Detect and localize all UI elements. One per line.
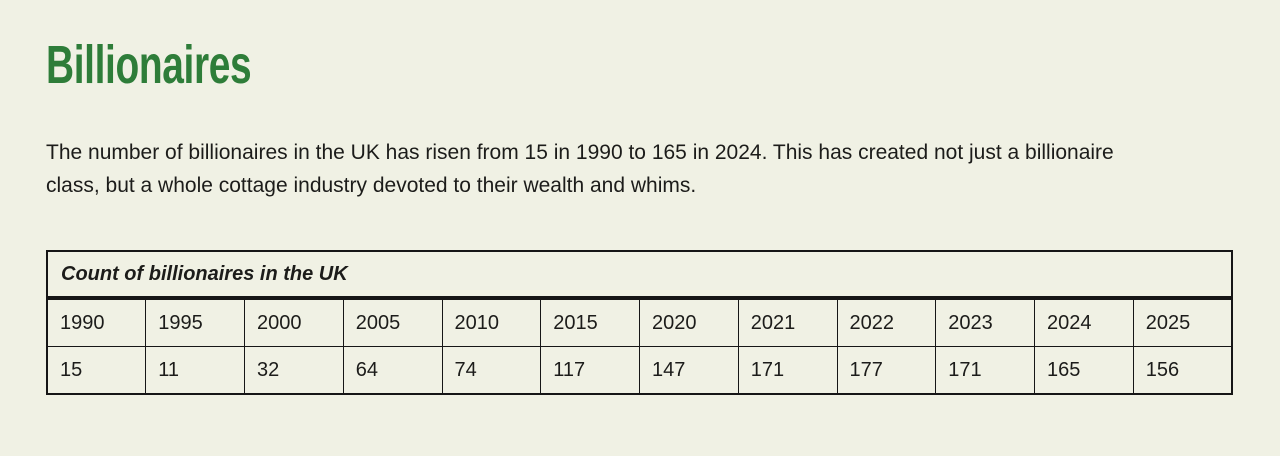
count-cell: 11: [145, 346, 245, 395]
year-header: 2010: [441, 297, 542, 347]
count-cell: 165: [1034, 346, 1134, 395]
year-header: 1995: [145, 297, 245, 347]
year-header: 2023: [935, 297, 1035, 347]
year-header: 2022: [836, 297, 937, 347]
count-cell: 15: [46, 346, 147, 395]
table-caption: Count of billionaires in the UK: [46, 250, 1233, 300]
table-head: Count of billionaires in the UK 1990 199…: [46, 250, 1233, 347]
count-cell: 147: [639, 346, 739, 395]
intro-paragraph: The number of billionaires in the UK has…: [46, 141, 1114, 197]
year-header: 1990: [46, 297, 147, 347]
table-year-row: 1990 1995 2000 2005 2010 2015 2020 2021 …: [46, 297, 1233, 347]
count-cell: 177: [836, 346, 937, 395]
year-header: 2025: [1132, 297, 1233, 347]
count-cell: 171: [935, 346, 1035, 395]
year-header: 2005: [342, 297, 443, 347]
count-cell: 171: [737, 346, 838, 395]
year-header: 2015: [540, 297, 640, 347]
page: Billionaires The number of billionaires …: [0, 35, 1280, 456]
year-header: 2020: [639, 297, 739, 347]
page-title-text: Billionaires: [46, 35, 252, 95]
year-header: 2024: [1034, 297, 1134, 347]
count-cell: 156: [1132, 346, 1233, 395]
count-cell: 32: [244, 346, 344, 395]
count-cell: 64: [342, 346, 443, 395]
count-cell: 74: [441, 346, 542, 395]
year-header: 2021: [737, 297, 838, 347]
count-cell: 117: [540, 346, 640, 395]
table-value-row: 15 11 32 64 74 117 147 171 177 171 165 1…: [46, 346, 1233, 395]
billionaires-table: Count of billionaires in the UK 1990 199…: [46, 250, 1233, 395]
year-header: 2000: [244, 297, 344, 347]
table-body: 15 11 32 64 74 117 147 171 177 171 165 1…: [46, 346, 1233, 395]
page-title: Billionaires: [46, 35, 1233, 95]
table-caption-row: Count of billionaires in the UK: [46, 250, 1233, 300]
